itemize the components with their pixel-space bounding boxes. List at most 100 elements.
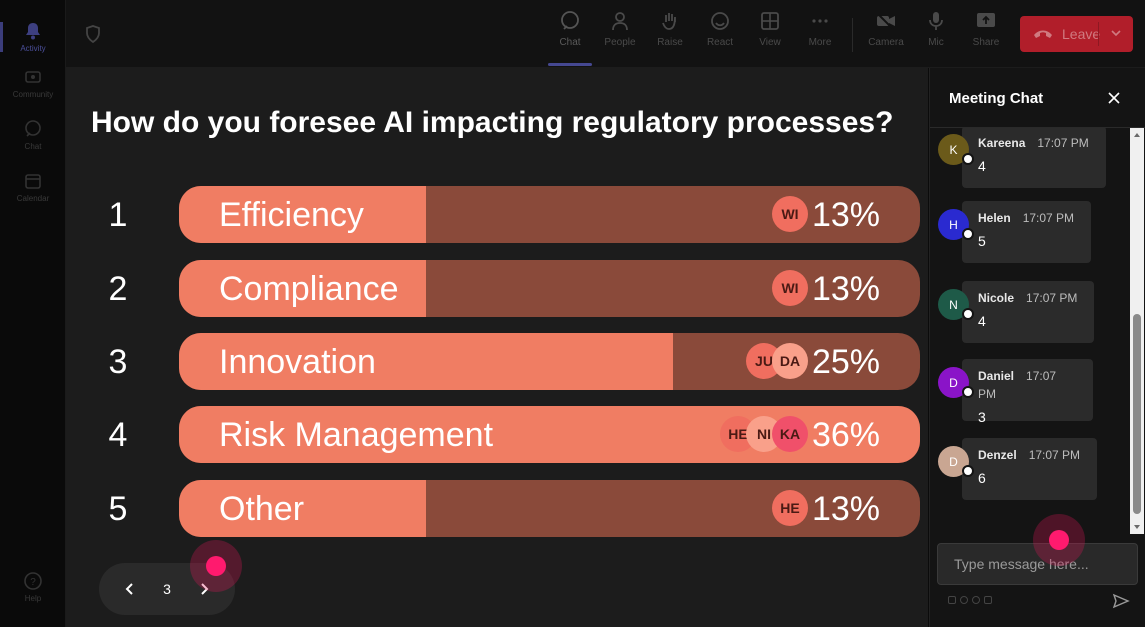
svg-text:?: ?	[30, 577, 36, 588]
message-time: 17:07 PM	[1026, 291, 1078, 305]
toolbar-label: People	[604, 37, 636, 48]
gif-icon[interactable]	[984, 596, 992, 604]
message-text: 4	[978, 158, 986, 174]
phone-hangup-icon	[1034, 30, 1052, 38]
poll-option-row: 3 Innovation DA JU 25%	[66, 333, 928, 391]
sender-name: Nicole	[978, 291, 1015, 305]
poll-option-label: Innovation	[219, 343, 376, 381]
toolbar-people-button[interactable]: People	[598, 10, 642, 60]
scroll-down-icon[interactable]	[1133, 523, 1141, 531]
message-time: 17:07 PM	[978, 369, 1057, 401]
poll-option-bar[interactable]: Innovation DA JU 25%	[179, 333, 920, 390]
chevron-down-icon[interactable]	[1109, 26, 1123, 40]
poll-option-bar[interactable]: Risk Management KA NI HE 36%	[179, 406, 920, 463]
poll-option-number: 3	[108, 343, 128, 381]
poll-option-label: Other	[219, 490, 305, 528]
message-bubble: Nicole 17:07 PM 4	[962, 281, 1094, 343]
poll-option-bar[interactable]: Compliance WI 13%	[179, 260, 920, 317]
poll-option-number: 2	[108, 270, 128, 308]
chat-scrollbar[interactable]	[1130, 128, 1144, 534]
poll-option-percent: 13%	[811, 490, 880, 528]
toolbar-chat-button[interactable]: Chat	[548, 10, 592, 66]
toolbar-label: React	[706, 37, 734, 48]
toolbar-divider	[852, 18, 853, 52]
poll-option-fill	[179, 480, 426, 537]
chat-message: Daniel 17:07 PM 3 D	[930, 359, 1130, 425]
chat-header: Meeting Chat	[930, 68, 1145, 128]
sender-name: Helen	[978, 211, 1011, 225]
poll-option-row: 2 Compliance WI 13%	[66, 260, 928, 318]
share-icon	[977, 13, 995, 27]
toolbar-label: View	[759, 37, 781, 48]
rail-item-calendar[interactable]: Calendar	[0, 162, 66, 212]
camera-icon	[876, 12, 895, 31]
mic-icon	[929, 12, 943, 30]
toolbar-label: Chat	[559, 37, 581, 48]
poll-option-fill	[179, 333, 673, 390]
poll-option-label: Risk Management	[219, 416, 494, 454]
message-bubble: Daniel 17:07 PM 3	[962, 359, 1093, 425]
rail-label: Activity	[20, 44, 46, 53]
message-text: 6	[978, 470, 986, 486]
pointer-indicator	[1033, 514, 1085, 566]
rail-label: Help	[24, 594, 42, 603]
toolbar-label: Camera	[868, 37, 904, 48]
toolbar-share-button[interactable]: Share	[964, 10, 1008, 60]
toolbar-label: Share	[972, 37, 1000, 48]
poll-option-row: 4 Risk Management KA NI HE 36%	[66, 406, 928, 464]
message-text: 4	[978, 313, 986, 329]
poll-option-percent: 13%	[811, 196, 880, 234]
toolbar-react-button[interactable]: React	[698, 10, 742, 60]
toolbar-camera-button[interactable]: Camera	[864, 10, 908, 60]
poll-option-bar[interactable]: Efficiency WI 13%	[179, 186, 920, 243]
scrollbar-thumb[interactable]	[1133, 314, 1141, 514]
poll-option-fill	[179, 186, 426, 243]
poll-option-percent: 13%	[811, 270, 880, 308]
rail-item-help[interactable]: ? Help	[0, 562, 66, 612]
voter-avatars: WI	[772, 270, 808, 306]
voter-avatars: DA JU	[746, 343, 808, 379]
rail-item-activity[interactable]: Activity	[0, 12, 66, 62]
chevron-left-icon[interactable]	[122, 581, 138, 597]
voter-avatar: WI	[772, 270, 808, 306]
poll-question: How do you foresee AI impacting regulato…	[91, 106, 894, 139]
message-time: 17:07 PM	[1037, 136, 1089, 150]
chat-title: Meeting Chat	[949, 90, 1044, 107]
emoji-icon[interactable]	[972, 596, 980, 604]
voter-avatar: HE	[772, 490, 808, 526]
voter-avatars: WI	[772, 196, 808, 232]
toolbar-mic-button[interactable]: Mic	[914, 10, 958, 60]
message-bubble: Denzel 17:07 PM 6	[962, 438, 1097, 500]
send-icon[interactable]	[1112, 592, 1130, 610]
app-rail: Activity Community Chat Calendar ? Help	[0, 0, 66, 627]
sender-name: Kareena	[978, 136, 1026, 150]
rail-label: Chat	[24, 142, 42, 151]
calendar-icon	[25, 174, 41, 189]
poll-option-fill	[179, 260, 426, 317]
poll-option-bar[interactable]: Other HE 13%	[179, 480, 920, 537]
shield-icon	[86, 25, 100, 44]
poll-option-percent: 36%	[811, 416, 880, 454]
chat-icon	[561, 11, 579, 30]
toolbar-label: More	[808, 37, 832, 48]
format-icon[interactable]	[948, 596, 956, 604]
toolbar-view-button[interactable]: View	[748, 10, 792, 60]
toolbar-label: Mic	[928, 37, 944, 48]
leave-button[interactable]: Leave	[1020, 16, 1133, 52]
toolbar-raise-button[interactable]: Raise	[648, 10, 692, 60]
poll-stage: How do you foresee AI impacting regulato…	[66, 68, 928, 627]
poll-option-number: 4	[108, 416, 128, 454]
close-icon[interactable]	[1106, 90, 1122, 106]
scroll-up-icon[interactable]	[1133, 131, 1141, 139]
toolbar-more-button[interactable]: More	[798, 10, 842, 60]
message-bubble: Helen 17:07 PM 5	[962, 201, 1091, 263]
voter-avatar: DA	[772, 343, 808, 379]
rail-item-community[interactable]: Community	[0, 58, 66, 108]
rail-item-chat[interactable]: Chat	[0, 110, 66, 160]
attach-icon[interactable]	[960, 596, 968, 604]
message-time: 17:07 PM	[1028, 448, 1081, 462]
chat-message: Helen 17:07 PM 5 H	[930, 201, 1130, 265]
chat-message: Kareena 17:07 PM 4 K	[930, 128, 1130, 190]
avatar[interactable]: N	[938, 289, 969, 320]
voter-avatar: KA	[772, 416, 808, 452]
